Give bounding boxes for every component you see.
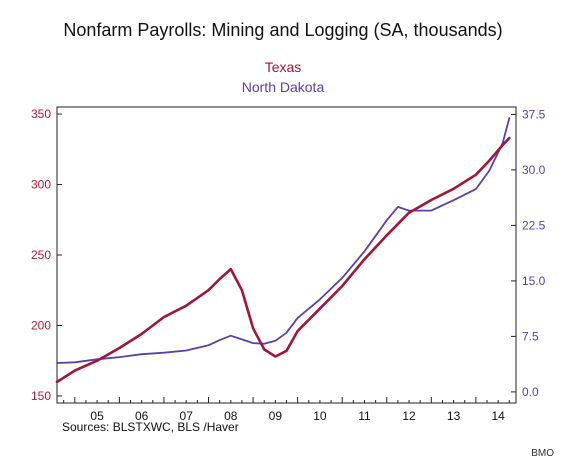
- series-layer: [55, 117, 511, 384]
- source-note: Sources: BLSTXWC, BLS /Haver: [62, 420, 239, 434]
- x-axis-tick-label: 13: [447, 409, 461, 423]
- right-axis-tick-label: 15.0: [522, 274, 546, 288]
- right-axis-tick-label: 37.5: [522, 107, 546, 121]
- legend-north-dakota: North Dakota: [242, 79, 325, 95]
- right-axis-tick-label: 0.0: [522, 385, 539, 399]
- x-axis-tick-label: 06: [135, 409, 149, 423]
- x-axis-tick-label: 07: [180, 409, 194, 423]
- x-axis-tick-label: 12: [402, 409, 416, 423]
- left-axis-tick-label: 250: [31, 248, 51, 262]
- right-axis-tick-label: 22.5: [522, 218, 546, 232]
- right-axis-tick-label: 7.5: [522, 329, 539, 343]
- credit-label: BMO: [531, 448, 554, 459]
- left-axis-tick-label: 200: [31, 318, 51, 332]
- left-axis-tick-label: 150: [31, 389, 51, 403]
- left-axis-tick-label: 350: [31, 107, 51, 121]
- x-axis-tick-label: 08: [224, 409, 238, 423]
- series-line-texas: [55, 136, 511, 384]
- x-axis-tick-label: 14: [491, 409, 505, 423]
- left-axis-tick-label: 300: [31, 178, 51, 192]
- x-axis-tick-label: 10: [313, 409, 327, 423]
- right-axis-tick-label: 30.0: [522, 163, 546, 177]
- axes-layer: 150 200 250 300 350 0.0 7.5 15.0 22.5 30.0 37.5 05 0…: [31, 107, 546, 423]
- chart-title: Nonfarm Payrolls: Mining and Logging (SA…: [63, 20, 502, 40]
- x-axis-tick-label: 11: [358, 409, 371, 423]
- plot-frame: [56, 106, 517, 404]
- series-line-north-dakota: [56, 117, 511, 364]
- legend-texas: Texas: [265, 59, 302, 75]
- x-axis-tick-label: 05: [90, 409, 104, 423]
- x-axis-tick-label: 09: [269, 409, 283, 423]
